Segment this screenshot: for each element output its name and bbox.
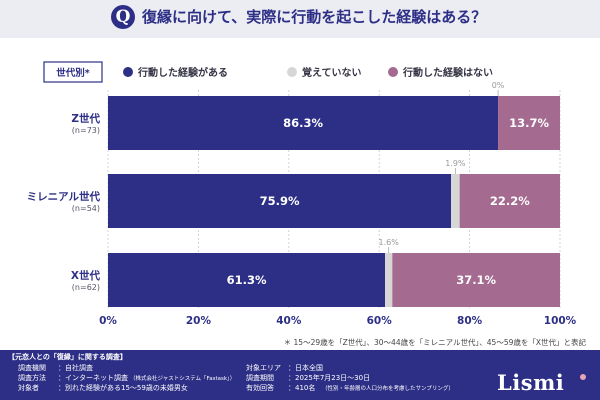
footer-small-responses: （性別・年齢層の人口分布を考慮したサンプリング） xyxy=(322,386,454,392)
bar-segment xyxy=(451,174,460,228)
q-icon: Q xyxy=(111,5,135,29)
footer-label-area: 対象エリア xyxy=(246,364,281,372)
footer-label-institution: 調査機関 xyxy=(18,364,46,372)
footer-label-method: 調査方法 xyxy=(18,374,46,382)
data-label: 1.6% xyxy=(379,238,400,247)
stacked-bar-chart: 世代別* 行動した経験がある 覚えていない 行動した経験はない 86.3% 0% 13.7%… xyxy=(27,61,587,347)
category-n: (n=62) xyxy=(72,283,100,292)
data-label: 13.7% xyxy=(509,116,549,130)
legend-entry: 覚えていない xyxy=(302,66,362,79)
legend-frame xyxy=(43,61,103,83)
category-label: X世代 xyxy=(71,269,101,282)
bar-segment xyxy=(392,253,560,307)
data-label: 86.3% xyxy=(283,116,323,130)
footer-value-area: ：日本全国 xyxy=(288,364,323,372)
footnote: ＊ 15～29歳を「Z世代」、30～44歳を「ミレニアル世代」、45～59歳を「… xyxy=(284,337,587,347)
legend-marker xyxy=(388,67,398,77)
footer-value-responses: ：410名 xyxy=(288,384,316,392)
bar-segment xyxy=(498,96,560,150)
logo-dot xyxy=(580,374,586,380)
header-bar: Q 復縁に向けて、実際に行動を起こした経験はある？ xyxy=(0,0,600,38)
category-n: (n=54) xyxy=(72,204,100,213)
x-tick-label: 80% xyxy=(457,315,483,327)
x-tick-label: 0% xyxy=(99,315,117,327)
survey-title: 【元恋人との「復縁」に関する調査】 xyxy=(8,353,127,361)
footer-value-target: ：別れた経験がある15～59歳の未婚男女 xyxy=(58,384,188,392)
lismi-logo: Lismi xyxy=(497,370,565,395)
x-tick-label: 60% xyxy=(367,315,393,327)
page-title: 復縁に向けて、実際に行動を起こした経験はある？ xyxy=(142,8,487,26)
data-label: 61.3% xyxy=(227,273,267,287)
survey-footer: 【元恋人との「復縁」に関する調査】 調査機関 ：自社調査 調査方法 ：インターネ… xyxy=(0,350,600,400)
bar-segment xyxy=(108,174,452,228)
footer-value-method: ：インターネット調査 xyxy=(58,374,128,382)
data-label: 1.9% xyxy=(445,159,466,168)
footer-label-period: 調査期間 xyxy=(246,374,274,382)
footer-label-target: 対象者 xyxy=(18,384,39,392)
legend-marker xyxy=(123,67,133,77)
legend-label: 世代別* xyxy=(56,67,90,79)
category-label: ミレニアル世代 xyxy=(27,190,101,203)
footer-small-method: （株式会社ジャストシステム「Fastask」） xyxy=(130,376,236,382)
x-tick-label: 20% xyxy=(186,315,212,327)
legend-entry: 行動した経験がある xyxy=(137,66,228,79)
category-label: Z世代 xyxy=(71,112,100,125)
data-label: 75.9% xyxy=(260,194,300,208)
bar-segment xyxy=(108,253,386,307)
data-label: 0% xyxy=(492,81,505,90)
bar-segment xyxy=(385,253,393,307)
footer-label-responses: 有効回答 xyxy=(246,384,274,392)
category-n: (n=73) xyxy=(72,126,100,135)
x-tick-label: 100% xyxy=(544,315,577,327)
footer-value-institution: ：自社調査 xyxy=(58,364,93,372)
footer-value-period: ：2025年7月23日～30日 xyxy=(288,374,371,382)
data-label: 37.1% xyxy=(456,273,496,287)
bar-segment xyxy=(108,96,499,150)
chart-panel: 世代別* 行動した経験がある 覚えていない 行動した経験はない 86.3% 0% 13.7%… xyxy=(8,52,592,352)
x-tick-label: 40% xyxy=(276,315,302,327)
legend-marker xyxy=(287,67,297,77)
legend-entry: 行動した経験はない xyxy=(402,66,493,79)
data-label: 22.2% xyxy=(490,194,530,208)
bar-segment xyxy=(459,174,560,228)
